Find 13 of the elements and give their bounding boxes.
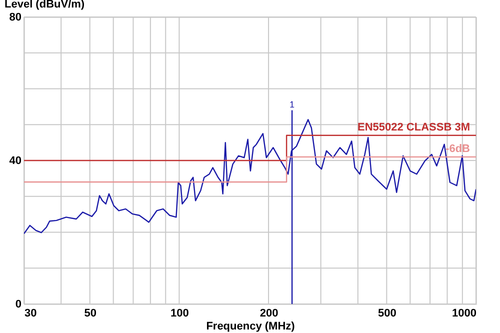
series-label: EN55022 CLASSB 3M	[358, 121, 470, 134]
y-tick-label: 0	[15, 298, 22, 310]
x-tick-label: 100	[170, 308, 189, 320]
x-tick-label: 200	[260, 308, 278, 320]
x-tick-label: 1000	[452, 308, 476, 320]
x-tick-label: 50	[84, 308, 96, 320]
annotation: 1	[290, 99, 295, 110]
x-tick-label: 30	[24, 308, 37, 320]
series-label: -6dB	[446, 142, 470, 155]
x-tick-label: 500	[378, 308, 396, 320]
x-axis-title: Frequency (MHz)	[206, 320, 296, 332]
y-tick-label: 80	[9, 12, 22, 24]
y-tick-label: 40	[9, 155, 22, 167]
